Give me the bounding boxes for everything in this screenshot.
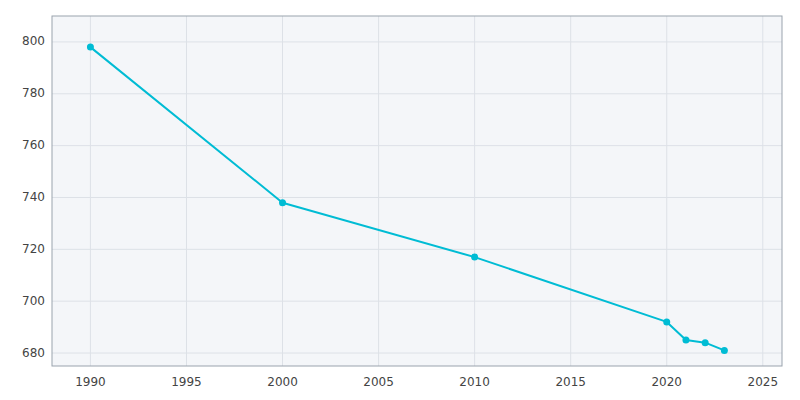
plot-frame (52, 16, 782, 366)
grid-line (186, 16, 187, 366)
grid-line (52, 145, 782, 146)
series (87, 44, 728, 354)
y-tick-label: 800 (22, 34, 45, 48)
x-tick-label: 2010 (459, 375, 490, 389)
y-tick-label: 780 (22, 86, 45, 100)
y-tick-label: 720 (22, 242, 45, 256)
x-tick-label: 2015 (555, 375, 586, 389)
grid-line (52, 93, 782, 94)
y-tick-label: 680 (22, 346, 45, 360)
x-tick-label: 2005 (363, 375, 394, 389)
grid-line (52, 197, 782, 198)
grid-line (90, 16, 91, 366)
y-tick-label: 700 (22, 294, 45, 308)
point (663, 318, 670, 325)
grid-line (378, 16, 379, 366)
x-tick-label: 1990 (75, 375, 106, 389)
point (721, 347, 728, 354)
x-tick-label: 2020 (651, 375, 682, 389)
plot-area (52, 16, 782, 366)
point (682, 337, 689, 344)
grid-line (570, 16, 571, 366)
line (90, 47, 724, 350)
x-tick-label: 2000 (267, 375, 298, 389)
chart: 680 700 720 740 760 780 800 1990 1995 2000 2005 201… (0, 0, 800, 400)
grid-line (52, 353, 782, 354)
x-tick-label: 2025 (748, 375, 779, 389)
point (279, 199, 286, 206)
grid-line (52, 41, 782, 42)
x-tick-label: 1995 (171, 375, 202, 389)
grid-line (666, 16, 667, 366)
point (471, 254, 478, 261)
grid-line (282, 16, 283, 366)
grid-line (762, 16, 763, 366)
point (702, 339, 709, 346)
grid-line (474, 16, 475, 366)
y-tick-label: 760 (22, 138, 45, 152)
point (87, 44, 94, 51)
grid-line (52, 301, 782, 302)
y-tick-label: 740 (22, 190, 45, 204)
grid-line (52, 249, 782, 250)
